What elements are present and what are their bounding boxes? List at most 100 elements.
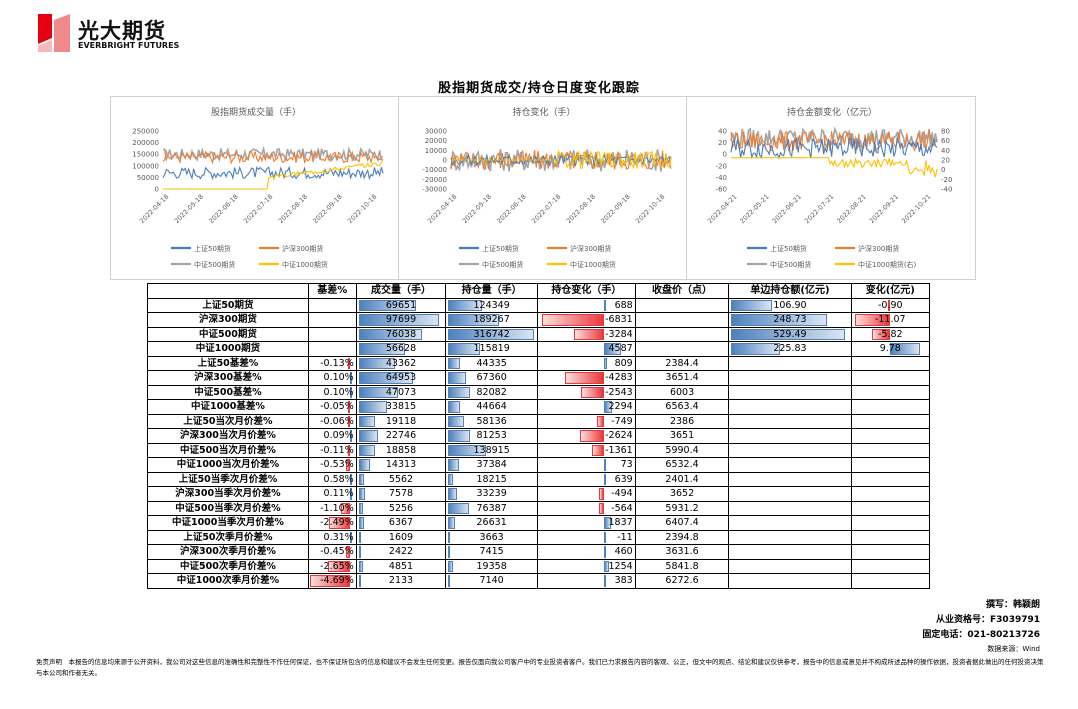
- data-bar: [448, 531, 451, 543]
- data-bar: [603, 459, 606, 471]
- legend-label: 上证50期货: [770, 244, 807, 253]
- oi-amount-cell: [728, 486, 852, 502]
- oi-change-cell: 639: [536, 471, 636, 487]
- row-label: 沪深300次季月价差%: [147, 544, 309, 560]
- data-bar: [358, 502, 363, 514]
- data-bar: [358, 488, 366, 500]
- open-interest-cell-text: 3663: [479, 531, 504, 543]
- table-row: 上证50当季次月价差% 0.58% 5562 18215 639 2401.4: [147, 471, 931, 487]
- row-label-text: 上证50基差%: [197, 357, 259, 369]
- basis-cell: 0.58%: [307, 471, 357, 487]
- basis-cell-text: -0.06%: [320, 415, 354, 427]
- row-label: 中证500次季月价差%: [147, 558, 309, 574]
- row-label: 中证500期货: [147, 326, 309, 342]
- data-bar: [603, 357, 607, 369]
- y2-tick-label: 40: [941, 147, 950, 155]
- basis-cell-text: -0.53%: [320, 459, 354, 471]
- table-row: 沪深300基差% 0.10% 64953 67360 -4283 3651.4: [147, 370, 931, 386]
- volume-cell-text: 7578: [388, 488, 414, 500]
- x-tick-label: 2022-08-18: [277, 193, 309, 225]
- open-interest-cell: 124349: [445, 297, 538, 313]
- open-interest-cell-text: 7140: [479, 575, 504, 587]
- oi-amount-cell: [728, 457, 852, 473]
- legend-label: 中证1000期货: [570, 260, 616, 269]
- data-bar: [358, 386, 398, 398]
- data-bar: [603, 299, 606, 311]
- basis-cell-text: -0.11%: [320, 444, 354, 456]
- close-price-cell-text: 2384.4: [665, 357, 699, 369]
- row-label: 中证1000当季次月价差%: [147, 515, 309, 531]
- open-interest-cell-text: 58136: [476, 415, 507, 427]
- data-bar: [348, 444, 351, 456]
- data-bar: [888, 299, 891, 311]
- volume-cell-text: 33815: [385, 401, 417, 413]
- oi-change-cell-text: 639: [614, 473, 633, 485]
- x-tick-label: 2022-04-21: [706, 193, 738, 225]
- basis-cell-text: 0.58%: [323, 473, 354, 485]
- row-label-text: 上证50当季次月价差%: [178, 473, 278, 485]
- open-interest-cell: 138915: [445, 442, 538, 458]
- oi-amount-cell: [728, 544, 852, 560]
- series-line-0: [730, 136, 938, 160]
- data-bar: [731, 328, 846, 340]
- volume-cell-text: 64953: [385, 372, 417, 384]
- data-bar: [358, 560, 363, 572]
- oi-change-cell-text: -4283: [605, 372, 633, 384]
- volume-cell: 4851: [355, 558, 447, 574]
- basis-cell: 0.09%: [307, 428, 357, 444]
- basis-cell-text: -0.45%: [320, 546, 354, 558]
- amount-change-cell: [850, 486, 931, 502]
- data-bar: [328, 517, 351, 529]
- series-line-3: [163, 160, 384, 190]
- oi-change-cell: 2294: [536, 399, 636, 415]
- oi-change-cell-text: -1361: [605, 444, 633, 456]
- series-line-2: [730, 126, 938, 151]
- table-row: 中证1000当季次月价差% -2.49% 6367 26631 1837 6407.4: [147, 515, 931, 531]
- open-interest-cell: 7140: [445, 573, 538, 589]
- data-bar: [448, 575, 451, 587]
- close-price-cell-text: 3652: [669, 488, 695, 500]
- row-label-text: 中证500期货: [199, 328, 257, 340]
- close-price-cell-text: 5990.4: [665, 444, 699, 456]
- oi-amount-cell: 225.83: [728, 341, 852, 357]
- oi-amount-cell: 248.73: [728, 312, 852, 328]
- open-interest-cell: 3663: [445, 529, 538, 545]
- y-tick-label: 250000: [132, 128, 159, 136]
- data-bar: [358, 328, 422, 340]
- data-bar: [448, 473, 454, 485]
- x-tick-label: 2022-04-18: [426, 193, 458, 225]
- oi-change-cell-text: -11: [617, 531, 633, 543]
- table-row: 上证50次季月价差% 0.31% 1609 3663 -11 2394.8: [147, 529, 931, 545]
- futures-tracking-table: 基差% 成交量（手） 持仓量（手） 持仓变化（手） 收盘价（点） 单边持仓额(亿…: [147, 283, 931, 589]
- volume-cell: 2133: [355, 573, 447, 589]
- row-label: 中证500基差%: [147, 384, 309, 400]
- y-tick-label: 10000: [425, 147, 447, 155]
- basis-cell: -0.45%: [307, 544, 357, 560]
- volume-cell: 1609: [355, 529, 447, 545]
- legend-label: 中证500期货: [770, 260, 811, 269]
- oi-change-cell: 383: [536, 573, 636, 589]
- everbright-logo-icon: [38, 14, 70, 52]
- y-tick-label: -20: [716, 162, 727, 170]
- series-line-3: [731, 156, 938, 178]
- oi-change-chart: 持仓变化（手） 30000 20000 10000 0 -10000 -20000 -3000…: [398, 96, 688, 280]
- close-price-cell: 3652: [634, 486, 730, 502]
- row-label-text: 沪深300当季次月价差%: [175, 488, 281, 500]
- row-label: 上证50次季月价差%: [147, 529, 309, 545]
- open-interest-cell: 7415: [445, 544, 538, 560]
- volume-cell-text: 18858: [385, 444, 417, 456]
- header-cell: 基差%: [307, 283, 357, 299]
- row-label: 中证500当次月价差%: [147, 442, 309, 458]
- data-bar: [348, 357, 351, 369]
- basis-cell: [307, 326, 357, 342]
- data-bar: [448, 546, 451, 558]
- row-label-text: 沪深300期货: [199, 314, 257, 326]
- close-price-cell-text: 6003: [669, 386, 695, 398]
- open-interest-cell-text: 124349: [473, 299, 510, 311]
- close-price-cell-text: 5841.8: [665, 560, 699, 572]
- row-label-text: 沪深300次季月价差%: [180, 546, 276, 558]
- row-label-text: 沪深300基差%: [194, 372, 262, 384]
- basis-cell: -4.69%: [307, 573, 357, 589]
- legend-label: 上证50期货: [194, 244, 231, 253]
- close-price-cell: 6272.6: [634, 573, 730, 589]
